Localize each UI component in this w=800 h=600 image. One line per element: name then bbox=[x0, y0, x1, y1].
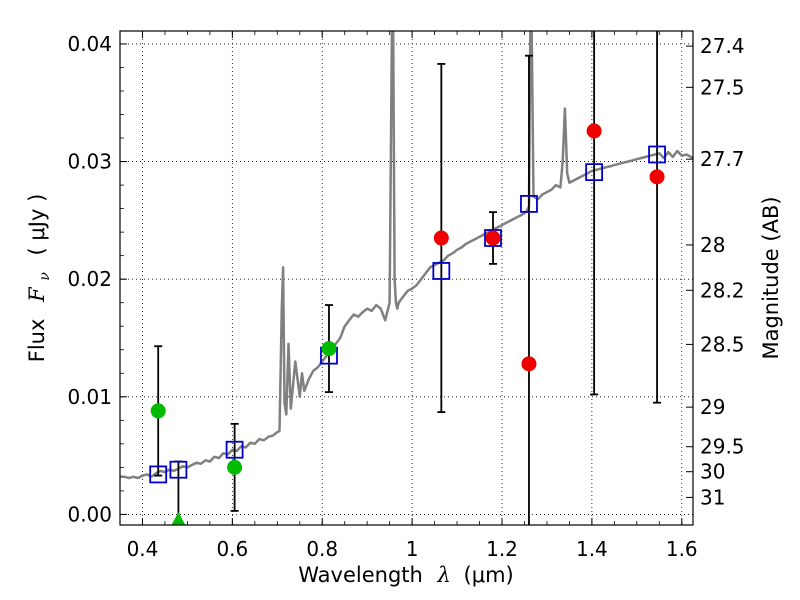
optical-limit-triangle bbox=[171, 512, 186, 526]
mag-tick-label: 27.4 bbox=[700, 34, 745, 58]
nir-point bbox=[521, 356, 537, 372]
nir-point bbox=[433, 230, 449, 246]
x-tick-label: 1 bbox=[406, 537, 419, 561]
optical-point bbox=[150, 403, 166, 419]
model-point-square bbox=[585, 163, 604, 182]
nir-point bbox=[485, 230, 501, 246]
model-point-square bbox=[169, 460, 188, 479]
y-tick-label: 0.03 bbox=[67, 150, 112, 174]
spectrum-layer bbox=[120, 30, 694, 480]
model-point-square bbox=[484, 229, 502, 247]
y-axis-label-unit: ( μJy ) bbox=[25, 194, 49, 256]
model-point-square bbox=[520, 194, 538, 213]
nir-point bbox=[649, 169, 665, 185]
y-tick-label: 0.01 bbox=[67, 385, 112, 409]
plot-background bbox=[120, 31, 693, 525]
y-axis-label-subscript: ν bbox=[37, 272, 53, 281]
mag-tick-label: 30 bbox=[700, 460, 725, 484]
mag-tick-label: 29 bbox=[700, 395, 725, 419]
y-axis-label: Flux F ν ( μJy ) bbox=[25, 194, 54, 363]
y-tick-label: 0.00 bbox=[67, 502, 112, 526]
marker-layer bbox=[149, 123, 666, 526]
mag-tick-label: 28 bbox=[700, 233, 725, 257]
y-tick-label: 0.04 bbox=[67, 32, 112, 56]
right-axis-label: Magnitude (AB) bbox=[759, 196, 783, 359]
x-tick-label: 1.2 bbox=[486, 537, 518, 561]
x-axis-label: Wavelength λ (μm) bbox=[298, 563, 513, 587]
nir-point bbox=[586, 123, 602, 139]
x-axis-label-symbol: λ bbox=[437, 563, 451, 587]
plot-frame bbox=[119, 30, 694, 526]
y-axis-label-text: Flux bbox=[25, 319, 49, 363]
mag-tick-label: 27.5 bbox=[700, 75, 745, 99]
model-point-square bbox=[225, 440, 244, 459]
x-tick-label: 1.4 bbox=[576, 537, 608, 561]
x-tick-label: 0.8 bbox=[306, 537, 338, 561]
optical-point bbox=[227, 459, 243, 475]
y-axis-label-symbol: F bbox=[25, 286, 49, 303]
model-point-square bbox=[432, 262, 451, 280]
x-axis-label-unit: (μm) bbox=[464, 563, 514, 587]
x-tick-label: 0.6 bbox=[216, 537, 248, 561]
mag-tick-label: 29.5 bbox=[700, 435, 745, 459]
model-point-square bbox=[149, 465, 168, 484]
axis-ticks: 0.4 0.6 0.8 1 1.2 1.4 1.6 0.00 0.01 0.02 0.03 0.04 2… bbox=[67, 31, 745, 561]
model-point-square bbox=[648, 145, 666, 164]
mag-tick-label: 28.5 bbox=[700, 332, 745, 356]
spectrum-line bbox=[120, 30, 694, 480]
y-tick-label: 0.02 bbox=[67, 267, 112, 291]
x-tick-label: 1.6 bbox=[666, 537, 698, 561]
x-tick-label: 0.4 bbox=[127, 537, 159, 561]
x-axis-label-text: Wavelength bbox=[298, 563, 423, 587]
optical-point bbox=[321, 341, 337, 357]
mag-tick-label: 28.2 bbox=[700, 278, 745, 302]
mag-tick-label: 27.7 bbox=[700, 147, 745, 171]
mag-tick-label: 31 bbox=[700, 485, 725, 509]
